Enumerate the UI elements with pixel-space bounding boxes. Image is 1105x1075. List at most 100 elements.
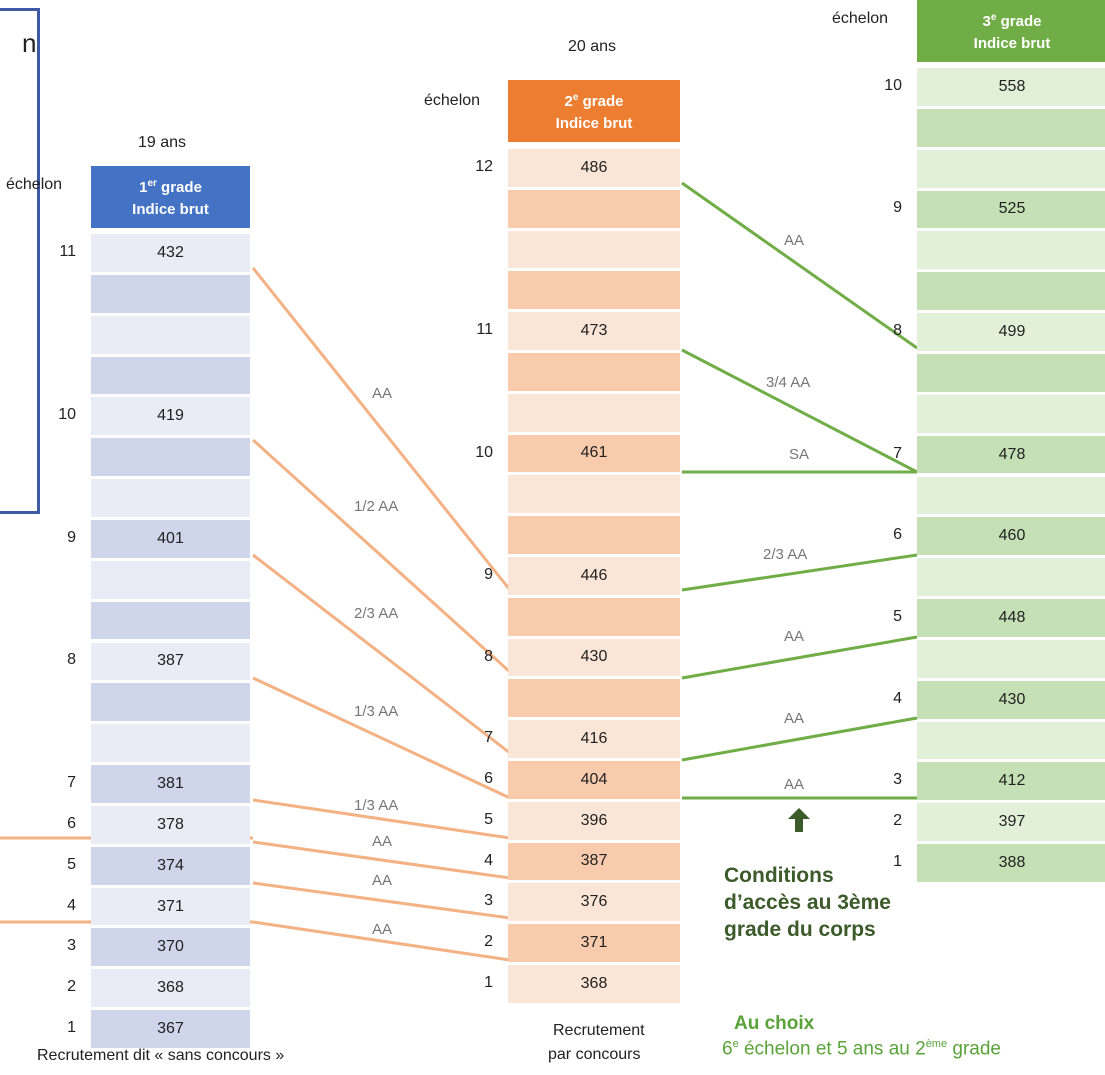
- grade1-cell: 387: [91, 642, 250, 681]
- grade2-cell: 387: [508, 842, 680, 881]
- link-label: 2/3 AA: [354, 605, 399, 622]
- grade1-header-sup: er: [147, 178, 157, 189]
- grade2-footer-1: Recrutement: [553, 1022, 645, 1039]
- grade3-echelon-number: 4: [893, 689, 902, 707]
- grade1-header-grade: grade: [156, 179, 202, 196]
- grade3-echelon-number: 6: [893, 526, 902, 544]
- grade2-cell: 368: [508, 965, 680, 1003]
- grade1-cell: [91, 479, 250, 517]
- grade3-cell: [917, 721, 1105, 760]
- conditions-line3: grade du corps: [724, 918, 876, 941]
- grade3-echelon-label: échelon: [832, 10, 889, 27]
- grade2-echelon-label: échelon: [424, 92, 481, 109]
- grade1-cell: 381: [91, 765, 250, 803]
- grade3-cell: [917, 476, 1105, 515]
- grade2-echelon-number: 10: [475, 443, 493, 461]
- grade1-cell: 370: [91, 928, 250, 967]
- choice-c: grade: [947, 1038, 1001, 1060]
- grade1-cell: 374: [91, 846, 250, 885]
- green-connector-line: [681, 716, 918, 762]
- grade1-echelon-number: 5: [67, 855, 76, 873]
- grade3-echelon-number: 3: [893, 771, 902, 789]
- grade1-echelon-number: 1: [67, 1019, 76, 1037]
- grade3-header-indice: Indice brut: [973, 35, 1051, 52]
- grade1-header: 1er grade Indice brut: [91, 166, 250, 228]
- grade3-cell: [917, 108, 1105, 147]
- grade2-echelon-number: 5: [484, 810, 493, 828]
- grade3-cell: [917, 639, 1105, 678]
- choice-b-sup: ème: [925, 1038, 948, 1050]
- grade2-cell: 396: [508, 801, 680, 840]
- link-label: 1/3 AA: [354, 703, 399, 720]
- orange-connector-line: [252, 881, 511, 920]
- choice-title: Au choix: [734, 1013, 815, 1034]
- grade1-cell: [91, 724, 250, 763]
- green-connector-line: [681, 635, 918, 680]
- link-label: 1/3 AA: [354, 797, 399, 814]
- grade1-header-indice: Indice brut: [132, 201, 209, 218]
- grade2-echelon-number: 1: [484, 973, 493, 991]
- grade3-header: 3e grade Indice brut: [917, 0, 1105, 62]
- grade3-cell: 558: [917, 68, 1105, 106]
- grade1-cell: [91, 315, 250, 354]
- grade3-cell: 525: [917, 190, 1105, 229]
- orange-connector-line: [252, 676, 511, 800]
- grade3-cell: 397: [917, 803, 1105, 842]
- grade2-cell: [508, 475, 680, 514]
- grade1-cell: [91, 438, 250, 477]
- grade2-header-num: 2: [564, 93, 573, 110]
- grade2-cell: 473: [508, 312, 680, 350]
- grade1-cell: 368: [91, 969, 250, 1008]
- grade2-cell: [508, 353, 680, 391]
- grade3-echelon-number: 9: [893, 199, 902, 217]
- grade3-cell: 460: [917, 517, 1105, 556]
- grade3-echelon-number: 7: [893, 444, 902, 462]
- orange-connector-line: [252, 920, 511, 962]
- link-label: AA: [784, 776, 805, 793]
- grade3-header-grade: grade: [996, 13, 1042, 30]
- link-label: AA: [372, 872, 393, 889]
- grade1-cell: [91, 356, 250, 395]
- grade2-cell: [508, 189, 680, 228]
- grade1-echelon-number: 11: [59, 242, 76, 260]
- grade1-echelon-number: 8: [67, 651, 76, 669]
- grade3-header-sup: e: [990, 12, 997, 23]
- choice-description: 6e échelon et 5 ans au 2ème grade: [722, 1038, 1001, 1060]
- grade3-cell: [917, 272, 1105, 311]
- grade3-cell: [917, 231, 1105, 270]
- grade2-cell: 371: [508, 924, 680, 962]
- grade3-header-num: 3: [982, 13, 991, 30]
- grade1-cell: [91, 601, 250, 640]
- grade2-echelon-number: 11: [476, 321, 493, 339]
- grade2-header-indice: Indice brut: [555, 115, 633, 132]
- grade2-echelon-number: 3: [484, 892, 493, 910]
- link-label: AA: [372, 385, 393, 402]
- grade3-cell: [917, 353, 1105, 392]
- grade1-echelon-label: échelon: [6, 176, 63, 193]
- link-label: AA: [372, 921, 393, 938]
- grade2-years: 20 ans: [568, 38, 617, 55]
- grade3-cell: 499: [917, 313, 1105, 351]
- green-connector-line: [681, 181, 918, 350]
- grade2-cell: 461: [508, 434, 680, 473]
- grade3-echelon-number: 10: [884, 76, 902, 94]
- grade1-cell: [91, 274, 250, 313]
- grade3-cell: 412: [917, 762, 1105, 801]
- grade2-cell: [508, 597, 680, 636]
- up-arrow-icon: [788, 808, 810, 832]
- grade3-echelon-number: 1: [893, 853, 902, 871]
- grade2-cell: [508, 679, 680, 718]
- grade3-cell: [917, 558, 1105, 597]
- conditions-line1: Conditions: [724, 864, 834, 887]
- grade1-years: 19 ans: [138, 134, 187, 151]
- green-connector-line: [681, 553, 918, 592]
- grade3-cell: 388: [917, 844, 1105, 882]
- grade2-echelon-number: 12: [475, 157, 493, 175]
- grade2-echelon-number: 4: [484, 851, 493, 869]
- link-label: AA: [784, 232, 805, 249]
- grade1-cell: [91, 683, 250, 722]
- grade2-cell: 376: [508, 883, 680, 922]
- grade1-echelon-number: 2: [67, 978, 76, 996]
- grade3-echelon-number: 2: [893, 812, 902, 830]
- conditions-title: Conditions d’accès au 3ème grade du corp…: [724, 862, 891, 943]
